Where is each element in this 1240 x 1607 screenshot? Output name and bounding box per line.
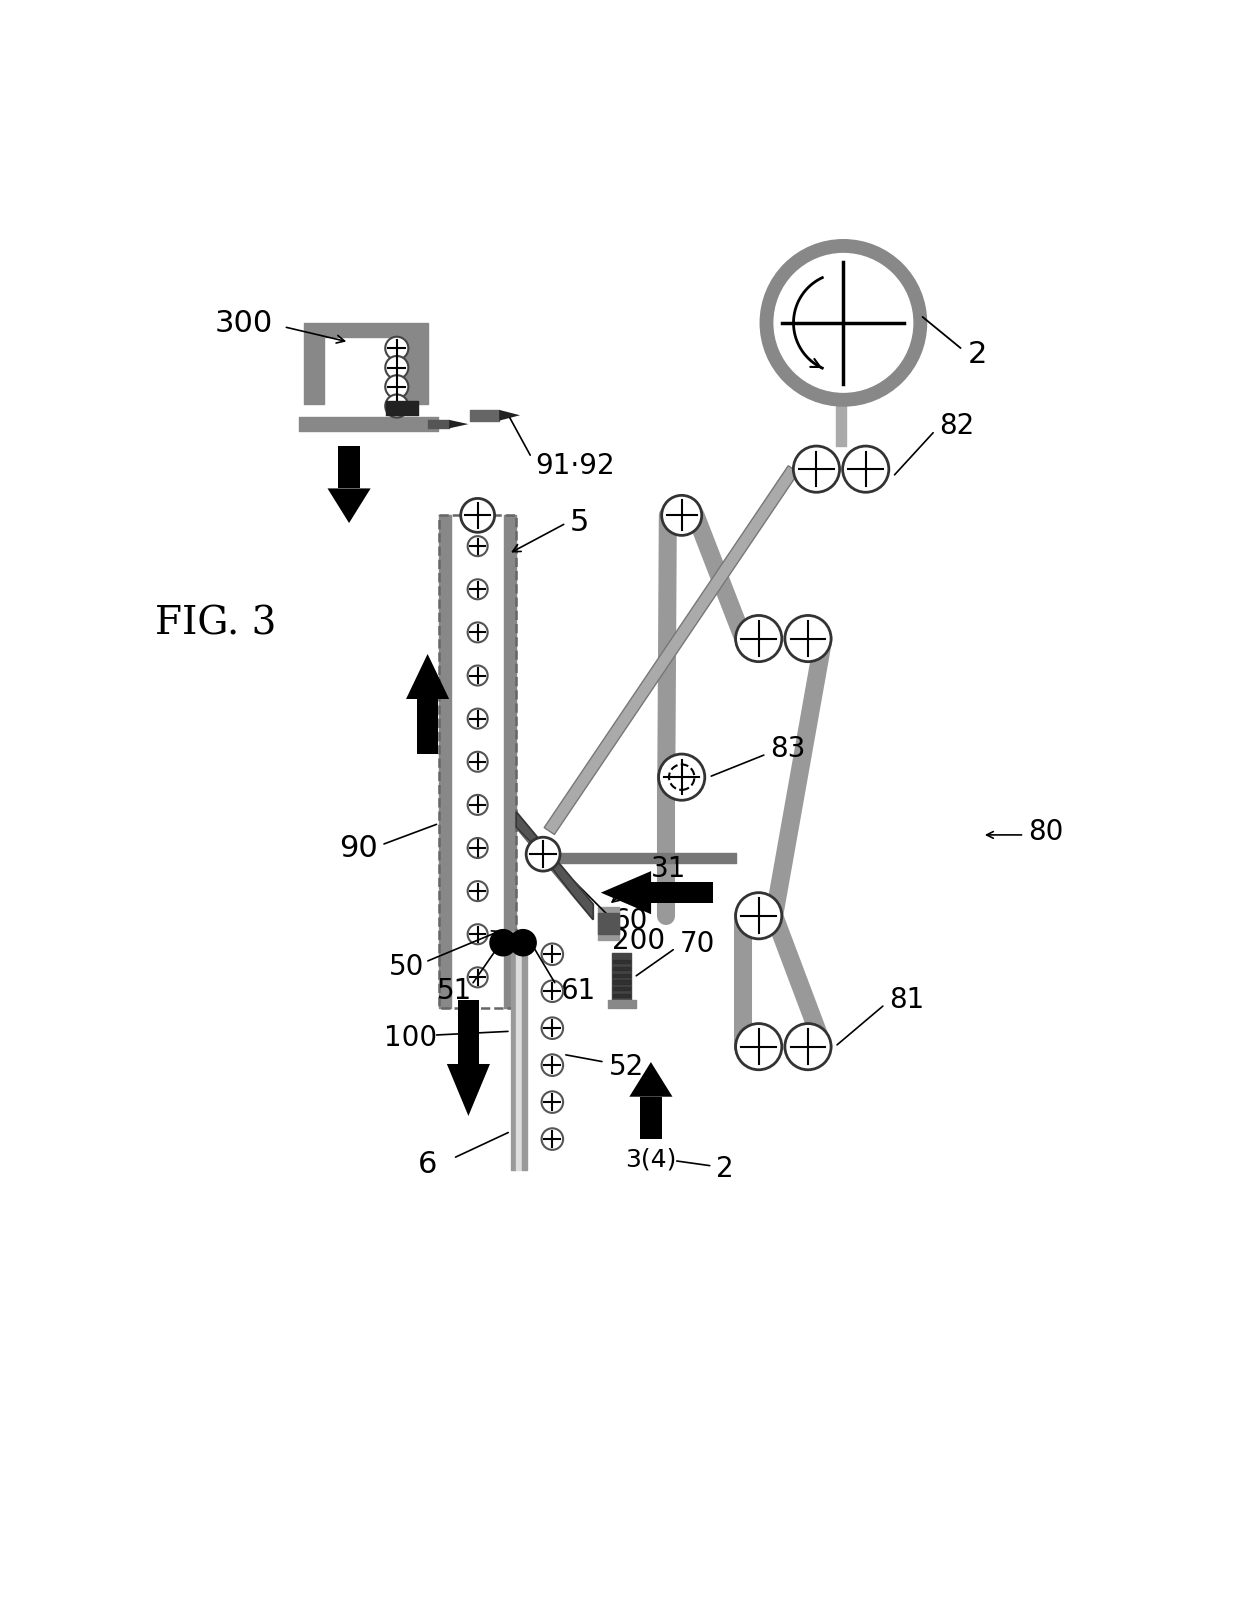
Polygon shape: [516, 812, 593, 921]
Polygon shape: [327, 489, 371, 524]
Circle shape: [843, 447, 889, 493]
Polygon shape: [630, 1062, 672, 1098]
Circle shape: [785, 1024, 831, 1070]
Circle shape: [542, 1128, 563, 1151]
Circle shape: [467, 967, 487, 988]
Bar: [458, 1001, 479, 1064]
Text: 2: 2: [968, 341, 987, 370]
Polygon shape: [516, 812, 593, 921]
Bar: [651, 882, 713, 903]
Circle shape: [467, 580, 487, 599]
Text: 6: 6: [418, 1149, 438, 1178]
Polygon shape: [601, 871, 651, 914]
Text: 80: 80: [1028, 818, 1064, 845]
Text: 70: 70: [680, 930, 714, 958]
Polygon shape: [446, 1064, 490, 1117]
Bar: [640, 1098, 662, 1139]
Circle shape: [735, 1024, 781, 1070]
Text: 300: 300: [215, 309, 273, 337]
Circle shape: [785, 615, 831, 662]
Circle shape: [526, 837, 560, 871]
Bar: [417, 699, 439, 755]
Text: 5: 5: [570, 508, 589, 537]
Text: 90: 90: [339, 834, 378, 863]
Text: 60: 60: [613, 906, 647, 935]
Polygon shape: [405, 654, 449, 699]
Text: 81: 81: [889, 985, 924, 1014]
Circle shape: [735, 893, 781, 938]
Circle shape: [490, 930, 516, 956]
Circle shape: [542, 1091, 563, 1114]
Circle shape: [760, 241, 926, 407]
Circle shape: [658, 755, 704, 800]
Circle shape: [467, 882, 487, 902]
Circle shape: [735, 615, 781, 662]
Text: 31: 31: [651, 855, 686, 882]
Circle shape: [467, 795, 487, 815]
Text: 61: 61: [560, 977, 595, 1004]
Circle shape: [794, 447, 839, 493]
Bar: [339, 447, 360, 489]
Circle shape: [467, 709, 487, 730]
Text: 50: 50: [389, 953, 424, 980]
Circle shape: [386, 357, 408, 379]
Circle shape: [510, 930, 536, 956]
Text: 200: 200: [613, 927, 666, 955]
Circle shape: [467, 752, 487, 773]
Circle shape: [467, 665, 487, 686]
Circle shape: [542, 943, 563, 966]
Text: 83: 83: [770, 734, 806, 762]
Circle shape: [386, 376, 408, 399]
Text: 82: 82: [939, 411, 975, 439]
Circle shape: [467, 839, 487, 858]
Text: 2: 2: [717, 1154, 734, 1183]
Circle shape: [467, 924, 487, 945]
Polygon shape: [500, 411, 520, 421]
Circle shape: [662, 497, 702, 537]
Circle shape: [542, 1054, 563, 1077]
Circle shape: [467, 537, 487, 556]
Circle shape: [386, 337, 408, 360]
Text: 91·92: 91·92: [536, 452, 615, 480]
Text: 51: 51: [436, 977, 472, 1004]
Circle shape: [542, 1017, 563, 1040]
Circle shape: [386, 395, 408, 418]
Text: 3(4): 3(4): [625, 1147, 677, 1170]
Polygon shape: [449, 421, 469, 429]
Text: 52: 52: [609, 1053, 644, 1080]
Text: FIG. 3: FIG. 3: [155, 606, 277, 643]
Text: 100: 100: [383, 1024, 436, 1051]
Circle shape: [542, 980, 563, 1003]
Circle shape: [467, 624, 487, 643]
Circle shape: [461, 500, 495, 534]
Polygon shape: [544, 466, 799, 836]
Circle shape: [774, 254, 913, 394]
